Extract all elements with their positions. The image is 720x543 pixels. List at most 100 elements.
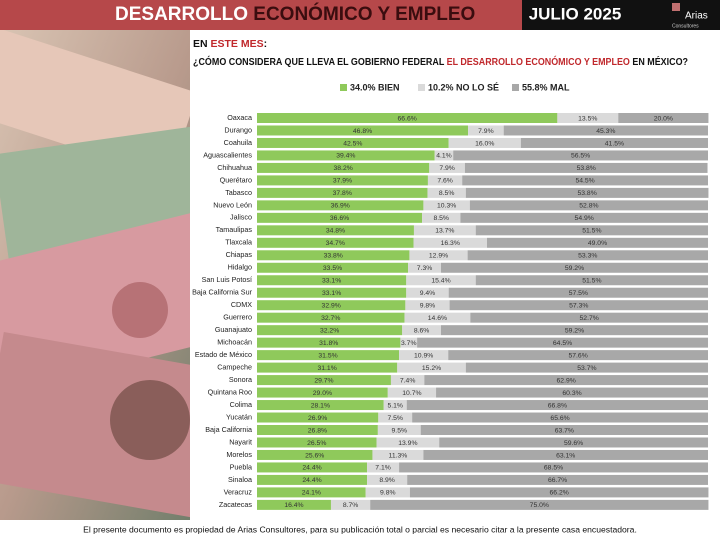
bar-segment [399,462,708,473]
bar-segment [475,275,708,286]
value-label: 4.1% [436,153,452,160]
category-label: Sinaloa [228,475,252,484]
bar-segment [409,250,468,261]
bar-segment [465,362,708,373]
value-label: 13.5% [578,115,597,122]
bar-segment [257,437,377,448]
value-label: 68.5% [544,465,563,472]
bar-segment [402,325,442,336]
bar-segment [520,137,708,148]
bar-segment [434,150,454,161]
bar-segment [257,200,424,211]
bar-segment [448,137,521,148]
bar-segment [453,150,708,161]
value-label: 29.7% [314,377,333,384]
value-label: 66.6% [398,115,417,122]
bar-segment [469,200,708,211]
bar-segment [475,225,708,236]
bar-segment [406,400,708,411]
legend-swatch [512,84,519,91]
value-label: 62.9% [557,377,576,384]
bar-segment [429,162,465,173]
bar-segment [257,125,469,136]
category-label: Campeche [217,363,252,372]
bar-segment [449,300,708,311]
bar-segment [257,449,373,460]
value-label: 24.4% [302,477,321,484]
bar-segment [257,187,428,198]
bar-segment [367,462,400,473]
bar-segment [413,237,488,248]
category-label: Michoacán [217,338,252,347]
category-label: Estado de México [195,350,252,359]
bar-segment [257,350,400,361]
value-label: 10.3% [437,203,456,210]
value-label: 13.7% [435,228,454,235]
value-label: 24.1% [302,490,321,497]
value-label: 59.2% [565,327,584,334]
value-label: 8.9% [379,477,395,484]
value-label: 51.5% [582,228,601,235]
value-label: 8.7% [343,502,359,509]
category-label: Guerrero [223,313,252,322]
bar-segment [365,487,410,498]
value-label: 7.3% [417,265,433,272]
value-label: 33.1% [322,278,341,285]
category-label: Puebla [230,462,252,471]
bar-segment [464,162,708,173]
bar-segment [257,175,428,186]
value-label: 52.8% [579,203,598,210]
value-label: 59.6% [564,440,583,447]
value-label: 26.8% [308,427,327,434]
intro-part: ESTE MES [211,38,264,50]
value-label: 10.7% [402,390,421,397]
value-label: 16.0% [475,140,494,147]
value-label: 53.8% [577,165,596,172]
footer-band [0,520,720,538]
bar-segment [439,437,708,448]
value-label: 57.3% [569,302,588,309]
bar-segment [441,262,708,273]
category-label: Chihuahua [217,163,252,172]
value-label: 10.9% [414,352,433,359]
category-label: Morelos [226,450,252,459]
value-label: 46.8% [353,128,372,135]
value-label: 53.8% [577,190,596,197]
value-label: 31.1% [317,365,336,372]
bar-segment [257,487,366,498]
bar-segment [367,474,408,485]
value-label: 37.9% [333,178,352,185]
date-box [522,0,720,30]
background-photo [0,27,224,520]
bar-segment [330,499,371,510]
value-label: 25.6% [305,452,324,459]
bar-segment [370,499,709,510]
bar-segment [257,387,388,398]
category-label: Nayarit [229,437,252,446]
value-label: 7.9% [478,128,494,135]
value-label: 9.8% [380,490,396,497]
value-label: 36.6% [330,215,349,222]
category-label: Tlaxcala [225,238,252,247]
bar-segment [487,237,708,248]
bar-segment [400,337,418,348]
value-label: 8.6% [414,327,430,334]
value-label: 7.6% [437,178,453,185]
category-label: Veracruz [224,487,253,496]
intro-part: : [264,38,268,50]
bar-segment [618,113,709,123]
logo-mark [672,3,680,11]
footer: El presente documento es propiedad de Ar… [83,524,637,534]
value-label: 75.0% [530,502,549,509]
bar-segment [390,375,425,386]
bar-segment [441,325,708,336]
bar-segment [257,462,368,473]
bar-segment [257,237,414,248]
category-label: CDMX [231,300,252,309]
bar-segment [257,275,407,286]
value-label: 26.5% [307,440,326,447]
value-label: 33.1% [322,290,341,297]
value-label: 63.1% [556,452,575,459]
bar-segment [460,212,708,223]
bar-segment [462,175,708,186]
